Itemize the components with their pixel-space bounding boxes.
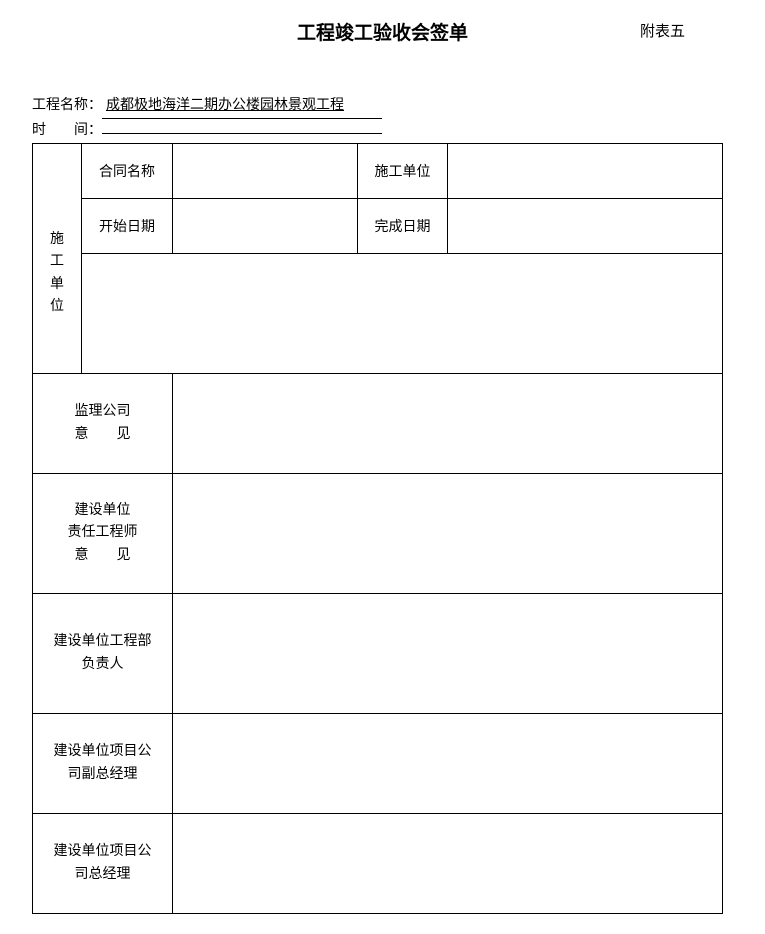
page: 工程竣工验收会签单 附表五 工程名称： 成都极地海洋二期办公楼园林景观工程 时 … [0,0,765,934]
vh-char: 工 [50,251,64,273]
appendix-label: 附表五 [640,20,685,41]
opinion-label: 建设单位 责任工程师 意 见 [33,474,173,594]
opinion-value [173,814,723,914]
opinion-label: 监理公司 意 见 [33,374,173,474]
opinion-label-line: 建设单位项目公 [54,744,152,759]
signoff-table: 施 工 单 位 合同名称 施工单位 开始日期 完成日期 监理公司 [32,143,723,914]
opinion-label-line: 司总经理 [75,867,131,882]
table-row [33,254,723,374]
opinion-label-line: 监理公司 [75,404,131,419]
vertical-text: 施 工 单 位 [33,199,81,319]
opinion-label-line: 司副总经理 [68,767,138,782]
cell-contract-name-label: 合同名称 [82,144,173,199]
meta-project-row: 工程名称： 成都极地海洋二期办公楼园林景观工程 [32,94,735,119]
vh-char: 单 [50,274,64,296]
table-row: 建设单位项目公 司总经理 [33,814,723,914]
opinion-label-line: 建设单位项目公 [54,844,152,859]
opinion-label-line: 建设单位 [75,503,131,518]
table-row: 开始日期 完成日期 [33,199,723,254]
meta-project-value: 成都极地海洋二期办公楼园林景观工程 [102,94,382,119]
opinion-label: 建设单位工程部 负责人 [33,594,173,714]
opinion-label-line: 意 见 [75,548,131,563]
cell-start-date-label: 开始日期 [82,199,173,254]
page-title: 工程竣工验收会签单 [30,18,735,45]
meta-time-value [102,133,382,134]
opinion-label-line: 意 见 [75,427,131,442]
meta-project-label: 工程名称： [32,94,102,118]
opinion-label-line: 责任工程师 [68,525,138,540]
opinion-value [173,714,723,814]
meta-time-row: 时 间： [32,119,735,143]
cell-start-date-value [173,199,358,254]
opinion-label: 建设单位项目公 司副总经理 [33,714,173,814]
cell-construction-unit-body [82,254,723,374]
meta-time-label: 时 间： [32,119,102,143]
cell-end-date-value [448,199,723,254]
vh-char: 位 [50,296,64,318]
cell-construction-unit-value [448,144,723,199]
table-row: 建设单位工程部 负责人 [33,594,723,714]
table-row: 建设单位项目公 司副总经理 [33,714,723,814]
construction-unit-vertical-header: 施 工 单 位 [33,144,82,374]
table-row: 施 工 单 位 合同名称 施工单位 [33,144,723,199]
vh-char: 施 [50,229,64,251]
table-row: 监理公司 意 见 [33,374,723,474]
opinion-value [173,474,723,594]
cell-construction-unit-label: 施工单位 [358,144,448,199]
opinion-value [173,374,723,474]
header-row: 工程竣工验收会签单 附表五 [30,18,735,46]
opinion-value [173,594,723,714]
opinion-label-line: 建设单位工程部 [54,634,152,649]
cell-end-date-label: 完成日期 [358,199,448,254]
opinion-label: 建设单位项目公 司总经理 [33,814,173,914]
cell-contract-name-value [173,144,358,199]
table-row: 建设单位 责任工程师 意 见 [33,474,723,594]
opinion-label-line: 负责人 [82,657,124,672]
meta-block: 工程名称： 成都极地海洋二期办公楼园林景观工程 时 间： [30,94,735,143]
